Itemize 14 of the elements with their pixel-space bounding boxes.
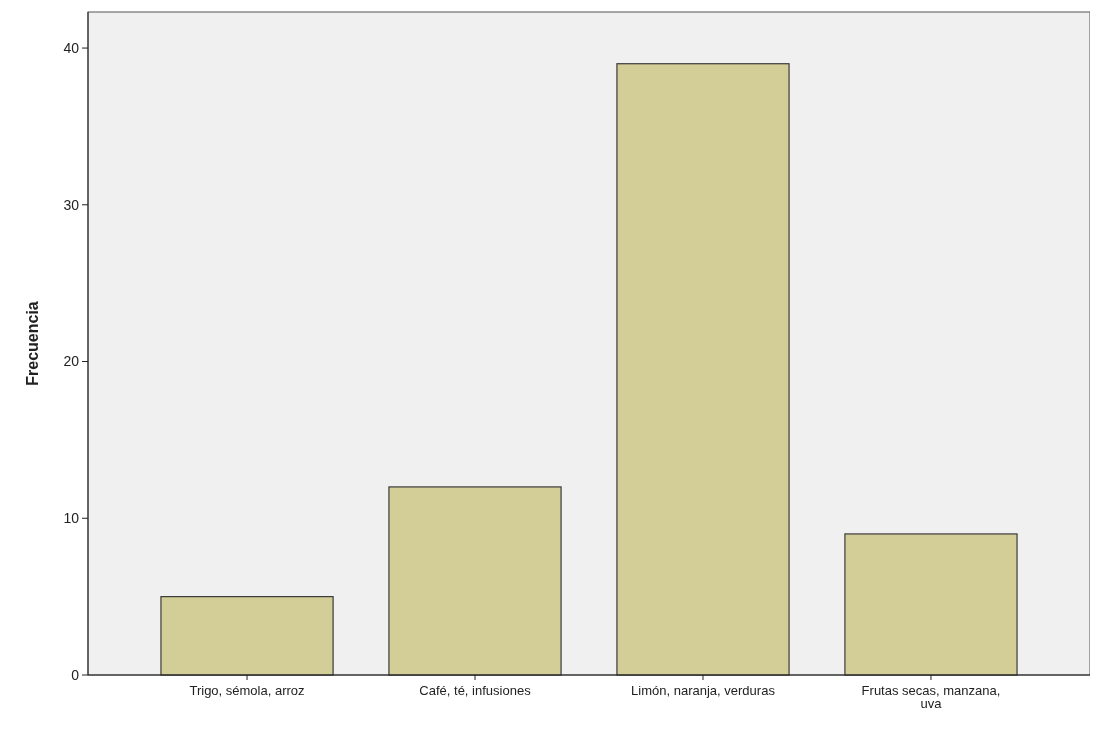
bar: [388, 486, 562, 676]
y-tick-label: 0: [71, 666, 80, 683]
y-tick-label: 40: [63, 39, 80, 56]
bar: [160, 596, 334, 676]
x-tick-label: Café, té, infusiones: [419, 683, 532, 698]
y-tick-label: 10: [63, 510, 80, 527]
y-tick-label: 30: [63, 196, 80, 213]
bar: [616, 63, 790, 676]
bar: [844, 533, 1018, 676]
y-tick-label: 20: [63, 353, 80, 370]
y-axis-title: Frecuencia: [24, 301, 41, 386]
x-tick-label: Trigo, sémola, arroz: [189, 683, 305, 698]
x-tick-label: Limón, naranja, verduras: [631, 683, 776, 698]
x-tick-label: Frutas secas, manzana, uva: [861, 683, 1001, 711]
